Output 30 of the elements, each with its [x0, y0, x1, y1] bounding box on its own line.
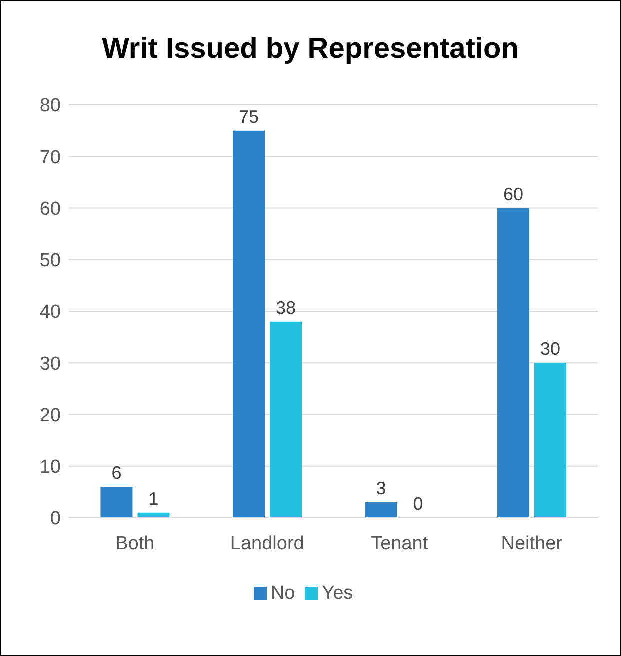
y-tick-label: 10	[40, 457, 61, 478]
data-label: 60	[503, 184, 524, 204]
y-tick-label: 50	[40, 250, 61, 272]
data-label: 1	[148, 488, 159, 509]
bar	[100, 487, 133, 518]
x-tick-label: Tenant	[371, 533, 429, 554]
x-tick-label: Both	[116, 533, 155, 554]
chart-title: Writ Issued by Representation	[101, 33, 520, 66]
y-tick-label: 0	[50, 508, 61, 530]
data-label: 75	[238, 106, 260, 127]
data-label: 38	[276, 298, 296, 318]
bar	[365, 502, 398, 518]
bar	[534, 363, 566, 518]
bar	[232, 130, 265, 518]
data-label: 30	[540, 339, 561, 360]
y-tick-label: 20	[40, 405, 61, 426]
legend-label: Yes	[322, 583, 354, 604]
y-tick-label: 60	[40, 198, 61, 220]
data-label: 0	[413, 494, 424, 514]
x-tick-label: Neither	[501, 533, 564, 554]
y-tick-label: 30	[40, 354, 61, 375]
bar	[497, 208, 530, 518]
y-tick-label: 40	[40, 302, 61, 324]
x-tick-label: Landlord	[230, 533, 304, 554]
bar	[270, 322, 302, 518]
y-tick-label: 80	[40, 96, 61, 117]
legend-label: No	[270, 583, 296, 604]
data-label: 6	[112, 463, 122, 484]
data-label: 3	[376, 478, 386, 499]
y-tick-label: 70	[40, 147, 61, 168]
